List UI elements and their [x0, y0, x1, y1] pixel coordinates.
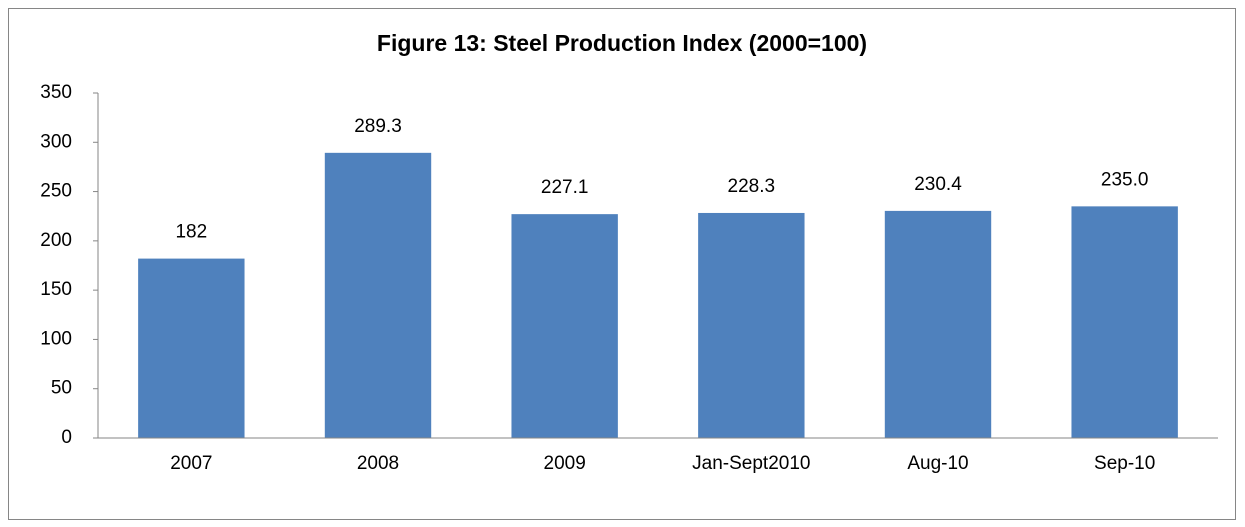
x-tick-label: Jan-Sept2010 [692, 453, 810, 474]
data-label: 182 [175, 222, 207, 243]
y-tick-label: 200 [40, 230, 72, 251]
y-tick-label: 150 [40, 279, 72, 300]
x-tick-label: Sep-10 [1094, 453, 1155, 474]
data-label: 289.3 [354, 116, 402, 137]
bar [1071, 206, 1178, 438]
data-label: 227.1 [541, 177, 589, 198]
y-tick-label: 350 [40, 82, 72, 103]
bar [138, 258, 245, 438]
y-tick-label: 0 [61, 427, 72, 448]
data-label: 235.0 [1101, 169, 1149, 190]
x-tick-label: 2008 [357, 453, 399, 474]
data-label: 230.4 [914, 174, 962, 195]
data-label: 228.3 [728, 176, 776, 197]
y-tick-label: 50 [51, 378, 72, 399]
bar [698, 212, 805, 438]
x-tick-label: 2007 [170, 453, 212, 474]
bar [511, 214, 618, 438]
y-tick-label: 300 [40, 131, 72, 152]
chart-title: Figure 13: Steel Production Index (2000=… [377, 30, 867, 56]
x-tick-label: Aug-10 [907, 453, 968, 474]
bar [324, 152, 432, 438]
x-tick-label: 2009 [544, 453, 586, 474]
y-tick-label: 250 [40, 181, 72, 202]
bar [884, 210, 992, 438]
y-tick-label: 100 [40, 328, 72, 349]
